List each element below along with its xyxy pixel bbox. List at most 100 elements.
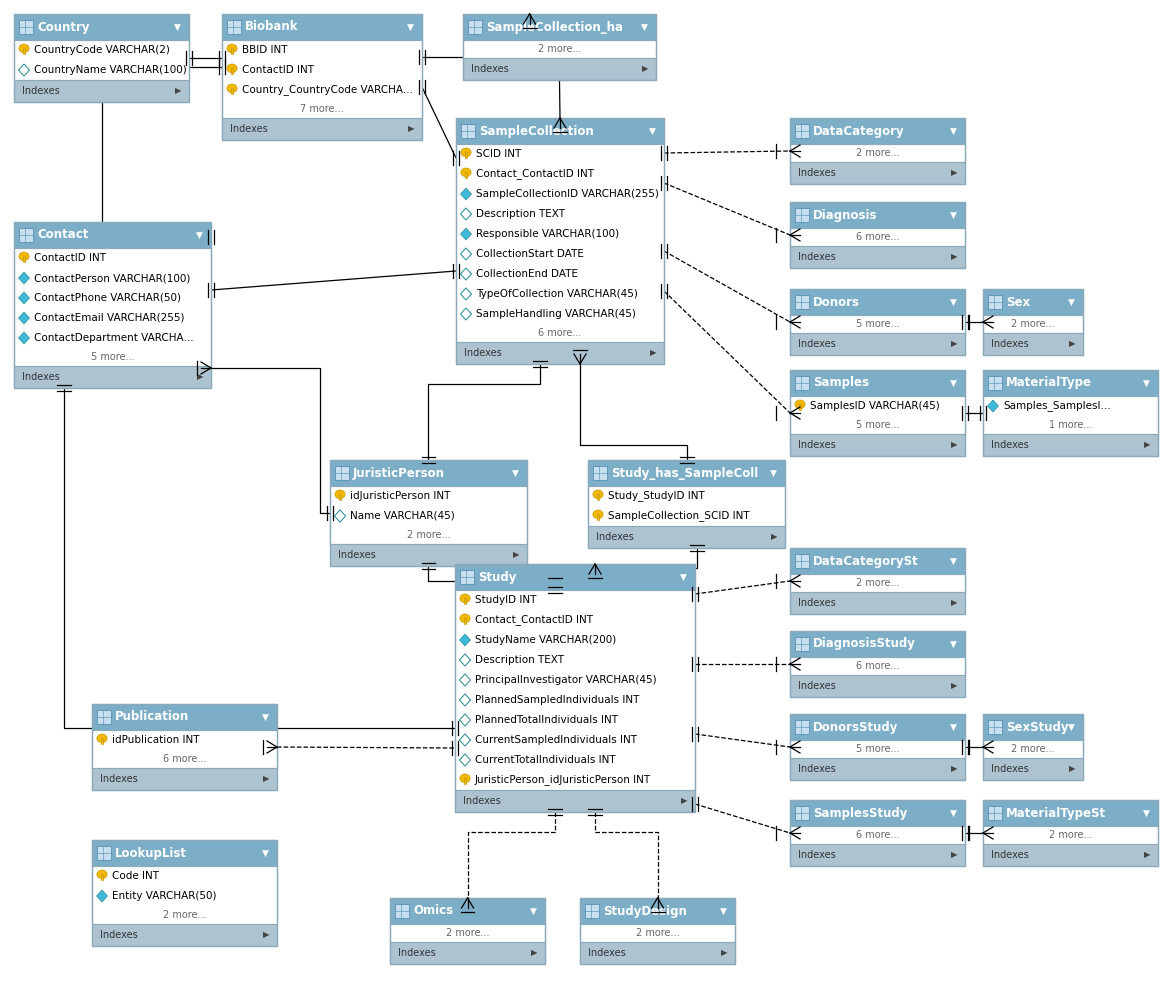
Text: BBID INT: BBID INT <box>242 45 287 55</box>
Text: Indexes: Indexes <box>463 796 501 806</box>
Bar <box>101 874 102 880</box>
Text: Donors: Donors <box>813 296 860 309</box>
Text: JuristicPerson_idJuristicPerson INT: JuristicPerson_idJuristicPerson INT <box>475 775 652 786</box>
Bar <box>330 544 527 566</box>
Bar <box>463 58 656 80</box>
Bar <box>24 48 25 54</box>
Circle shape <box>593 510 603 519</box>
Text: Indexes: Indexes <box>338 550 376 560</box>
Circle shape <box>227 64 238 72</box>
Polygon shape <box>461 228 472 240</box>
Bar <box>465 618 466 625</box>
Text: ▶: ▶ <box>950 681 957 690</box>
Text: 2 more...: 2 more... <box>856 578 900 588</box>
Bar <box>790 826 965 844</box>
Bar <box>14 248 211 366</box>
Bar <box>463 40 656 58</box>
Bar <box>790 592 965 614</box>
Text: CurrentSampledIndividuals INT: CurrentSampledIndividuals INT <box>475 735 637 745</box>
Text: ▶: ▶ <box>262 931 269 940</box>
Bar <box>790 844 965 866</box>
Text: Indexes: Indexes <box>799 598 836 608</box>
Bar <box>790 162 965 184</box>
Bar <box>580 898 735 924</box>
Text: ContactDepartment VARCHA...: ContactDepartment VARCHA... <box>34 333 194 343</box>
Bar <box>339 494 341 500</box>
Bar <box>580 898 735 964</box>
Bar <box>790 800 965 826</box>
Text: Indexes: Indexes <box>799 168 836 178</box>
Bar <box>983 396 1158 434</box>
Text: ▶: ▶ <box>950 168 957 177</box>
Polygon shape <box>460 753 470 766</box>
Text: ▶: ▶ <box>950 599 957 608</box>
Polygon shape <box>460 674 470 686</box>
Text: Indexes: Indexes <box>991 850 1029 860</box>
Polygon shape <box>19 332 29 344</box>
Circle shape <box>19 252 29 261</box>
Text: SCID INT: SCID INT <box>476 149 521 159</box>
Bar <box>983 714 1083 740</box>
Bar <box>24 256 25 263</box>
Bar <box>790 574 965 592</box>
Bar <box>92 924 278 946</box>
Bar <box>455 790 695 812</box>
Circle shape <box>461 148 472 157</box>
Text: Name VARCHAR(45): Name VARCHAR(45) <box>350 511 455 521</box>
Bar <box>988 720 1002 734</box>
Circle shape <box>461 168 472 177</box>
Text: 2 more...: 2 more... <box>636 928 680 938</box>
Text: Sex: Sex <box>1005 296 1030 309</box>
Text: ▶: ▶ <box>196 372 203 381</box>
Text: MaterialType: MaterialType <box>1005 376 1093 389</box>
Bar <box>790 370 965 456</box>
Bar <box>983 315 1083 333</box>
Bar <box>795 376 809 390</box>
Circle shape <box>19 44 29 52</box>
Text: Indexes: Indexes <box>799 764 836 774</box>
Text: 6 more...: 6 more... <box>856 232 900 242</box>
Bar <box>795 295 809 309</box>
Text: ▶: ▶ <box>721 949 727 958</box>
Text: 2 more...: 2 more... <box>407 530 450 540</box>
Bar <box>790 118 965 184</box>
Text: ContactPerson VARCHAR(100): ContactPerson VARCHAR(100) <box>34 273 191 283</box>
Text: Country_CountryCode VARCHA...: Country_CountryCode VARCHA... <box>242 85 413 96</box>
Text: ▶: ▶ <box>513 550 519 559</box>
Bar <box>14 222 211 388</box>
Text: ▼: ▼ <box>641 22 648 31</box>
Bar <box>455 590 695 790</box>
Text: ▶: ▶ <box>1069 765 1075 774</box>
Circle shape <box>795 400 806 408</box>
Bar <box>390 898 544 964</box>
Bar <box>92 768 278 790</box>
Text: ▼: ▼ <box>950 127 957 136</box>
Text: Study_has_SampleColl: Study_has_SampleColl <box>612 467 759 480</box>
Text: SamplesStudy: SamplesStudy <box>813 807 908 820</box>
Circle shape <box>227 83 238 93</box>
Bar <box>790 289 965 315</box>
Text: ▶: ▶ <box>1069 339 1075 348</box>
Circle shape <box>227 44 238 52</box>
Polygon shape <box>460 734 470 746</box>
Text: 5 more...: 5 more... <box>856 319 900 329</box>
Text: idPublication INT: idPublication INT <box>112 735 200 745</box>
Bar <box>790 800 965 866</box>
Text: ContactID INT: ContactID INT <box>34 253 106 263</box>
Bar <box>790 714 965 780</box>
Text: StudyID INT: StudyID INT <box>475 595 536 605</box>
Bar <box>790 675 965 697</box>
Bar <box>14 366 211 388</box>
Text: Contact_ContactID INT: Contact_ContactID INT <box>475 615 593 626</box>
Text: SampleCollection_ha: SampleCollection_ha <box>486 20 623 33</box>
Text: SampleCollection_SCID INT: SampleCollection_SCID INT <box>608 511 749 521</box>
Bar <box>14 14 189 102</box>
Text: PlannedSampledIndividuals INT: PlannedSampledIndividuals INT <box>475 695 640 705</box>
Text: ▼: ▼ <box>770 469 777 478</box>
Text: ▼: ▼ <box>262 712 269 721</box>
Bar <box>790 118 965 144</box>
Polygon shape <box>461 188 472 200</box>
Circle shape <box>460 594 470 603</box>
Text: CountryCode VARCHAR(2): CountryCode VARCHAR(2) <box>34 45 169 55</box>
Bar <box>795 806 809 820</box>
